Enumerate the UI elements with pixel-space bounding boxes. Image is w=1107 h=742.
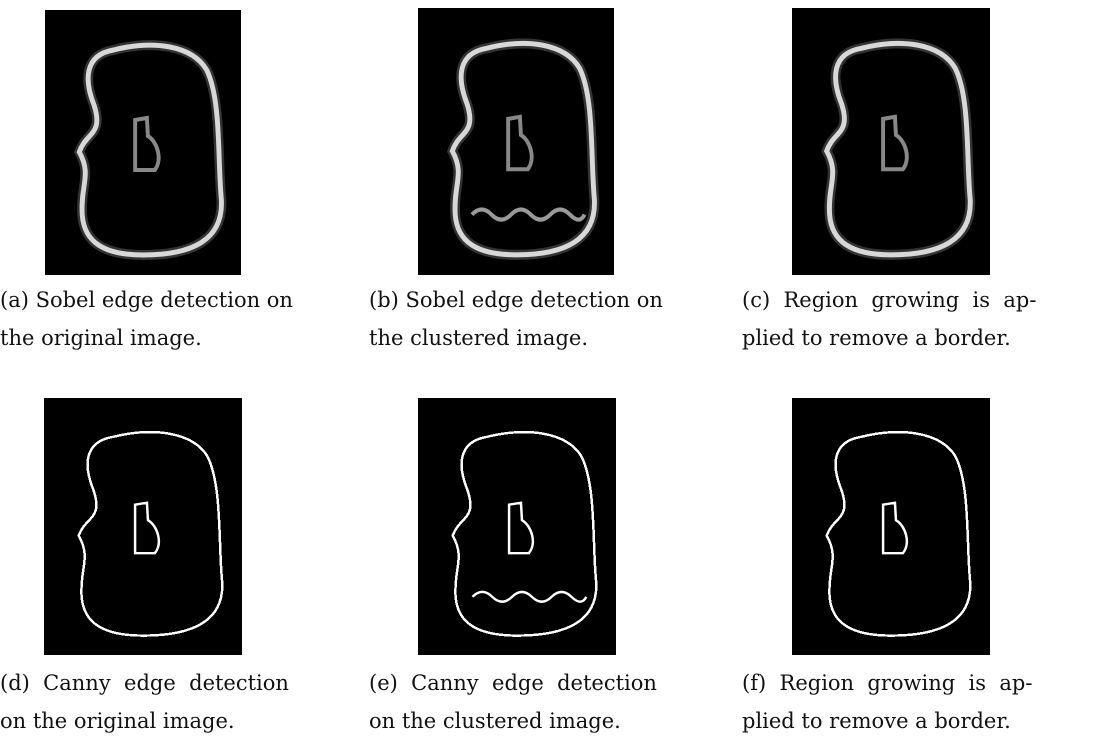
caption-line: (b) Sobel edge detection on	[369, 281, 739, 319]
caption-line: the clustered image.	[369, 319, 739, 357]
edge-map	[792, 8, 990, 275]
panel-image	[44, 398, 242, 655]
edge-map	[44, 398, 242, 655]
caption-line: on the original image.	[0, 702, 370, 740]
caption-line: (a) Sobel edge detection on	[0, 281, 370, 319]
edge-map	[418, 398, 616, 655]
caption-line: (e) Canny edge detection	[369, 664, 739, 702]
caption-line: on the clustered image.	[369, 702, 739, 740]
caption-line: (c) Region growing is ap-	[742, 281, 1107, 319]
caption-line: the original image.	[0, 319, 370, 357]
caption-line: plied to remove a border.	[742, 702, 1107, 740]
panel-image	[792, 398, 990, 655]
panel-image	[418, 8, 614, 275]
caption-line: plied to remove a border.	[742, 319, 1107, 357]
panel-image	[792, 8, 990, 275]
edge-map	[45, 10, 241, 275]
edge-map	[792, 398, 990, 655]
edge-map	[418, 8, 614, 275]
panel-image	[418, 398, 616, 655]
figure: (a) Sobel edge detection onthe original …	[0, 0, 1107, 742]
caption-line: (d) Canny edge detection	[0, 664, 370, 702]
panel-image	[45, 10, 241, 275]
caption-line: (f) Region growing is ap-	[742, 664, 1107, 702]
